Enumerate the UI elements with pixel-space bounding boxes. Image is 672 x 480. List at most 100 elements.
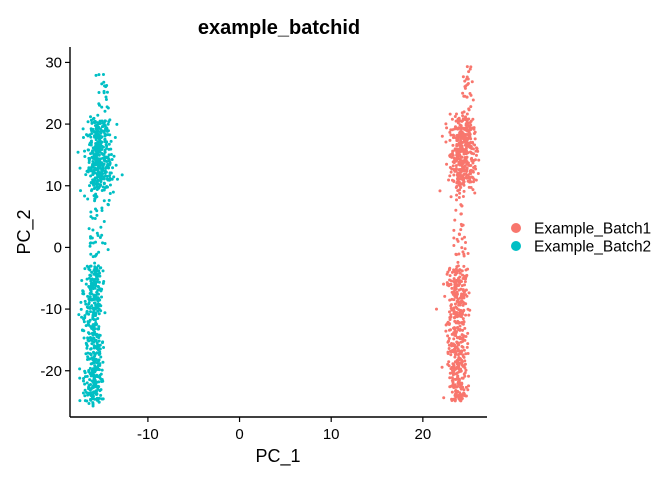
data-point [93, 176, 97, 180]
data-point [94, 137, 98, 141]
data-point [457, 160, 461, 164]
data-point [84, 391, 88, 395]
data-point [461, 364, 465, 368]
data-point [100, 151, 104, 155]
data-point [98, 362, 102, 366]
data-point [464, 293, 468, 297]
data-point [92, 129, 96, 133]
data-point [457, 300, 461, 304]
data-point [463, 326, 467, 330]
data-point [81, 135, 85, 139]
data-point [461, 162, 465, 165]
data-point [103, 84, 107, 88]
data-point [464, 122, 468, 126]
data-point [470, 80, 474, 84]
data-point [111, 190, 115, 194]
data-point [103, 150, 107, 154]
data-point [98, 139, 102, 143]
data-point [454, 282, 458, 286]
data-point [450, 270, 454, 274]
data-point [455, 237, 459, 241]
data-point [460, 345, 464, 349]
data-point [476, 149, 480, 153]
data-point [449, 282, 453, 286]
data-point [102, 220, 106, 224]
data-point [90, 304, 94, 308]
data-point [455, 193, 459, 197]
data-point [468, 177, 472, 181]
data-point [450, 155, 454, 159]
data-point [455, 184, 459, 188]
data-point [89, 391, 93, 395]
data-point [94, 149, 98, 153]
data-point [463, 366, 467, 370]
data-point [445, 272, 449, 276]
data-point [465, 118, 469, 122]
data-point [447, 343, 451, 347]
data-point [100, 206, 104, 210]
data-point [462, 296, 466, 300]
data-point [459, 296, 463, 300]
data-point [91, 298, 95, 302]
data-point [105, 144, 109, 148]
data-point [88, 184, 92, 188]
data-point [449, 195, 453, 199]
data-point [109, 152, 113, 156]
data-point [99, 266, 103, 270]
data-point [91, 182, 95, 186]
data-point [89, 139, 93, 143]
data-point [89, 189, 93, 193]
data-point [460, 382, 464, 386]
x-tick-label: 20 [415, 426, 432, 443]
data-point [464, 176, 468, 180]
data-point [95, 266, 99, 270]
points-layer [76, 65, 481, 408]
data-point [96, 397, 100, 401]
data-point [83, 314, 87, 318]
data-point [465, 65, 469, 69]
data-point [476, 172, 480, 176]
series-example-batch1 [434, 65, 481, 403]
data-point [453, 125, 457, 129]
data-point [96, 309, 100, 313]
data-point [94, 368, 98, 372]
data-point [95, 306, 99, 310]
data-point [459, 349, 463, 353]
data-point [96, 170, 100, 174]
data-point [95, 188, 99, 192]
data-point [93, 216, 97, 220]
data-point [97, 91, 101, 95]
data-point [91, 172, 95, 176]
data-point [471, 98, 475, 102]
data-point [89, 236, 93, 240]
data-point [102, 158, 106, 162]
data-point [77, 313, 81, 317]
data-point [97, 103, 101, 107]
y-tick-label: -10 [40, 301, 62, 318]
data-point [87, 312, 91, 316]
data-point [107, 198, 111, 202]
data-point [87, 159, 91, 163]
data-point [459, 175, 463, 179]
data-point [87, 401, 91, 405]
data-point [92, 351, 96, 355]
data-point [88, 310, 92, 314]
data-point [91, 178, 95, 182]
data-point [460, 204, 464, 208]
data-point [453, 218, 457, 222]
data-point [100, 82, 104, 86]
data-point [82, 329, 86, 333]
data-point [463, 79, 467, 83]
data-point [461, 75, 465, 79]
data-point [85, 277, 89, 281]
data-point [471, 188, 475, 192]
data-point [88, 366, 92, 370]
data-point [456, 326, 459, 330]
data-point [80, 315, 84, 319]
data-point [468, 135, 472, 139]
data-point [94, 381, 98, 385]
data-point [461, 328, 465, 332]
data-point [457, 252, 461, 256]
data-point [88, 305, 92, 309]
y-tick-label: -20 [40, 363, 62, 380]
